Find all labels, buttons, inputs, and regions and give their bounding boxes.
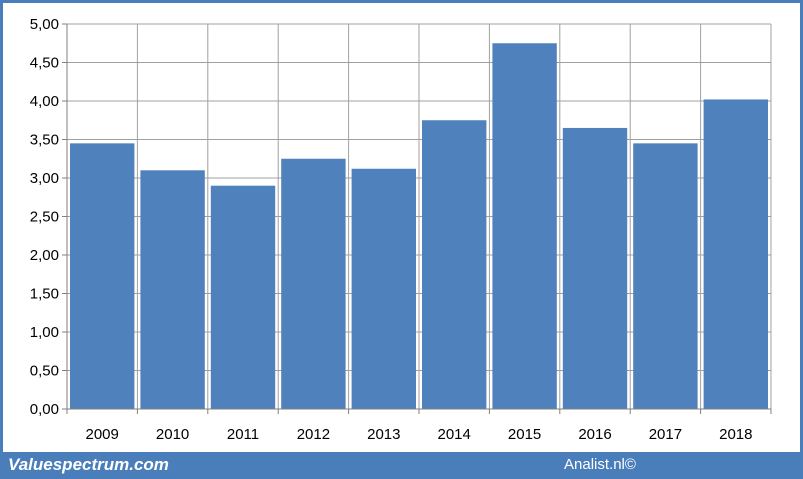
bar-2016 xyxy=(562,127,628,409)
y-tick-label: 5,00 xyxy=(30,16,59,33)
bar-2015 xyxy=(492,43,557,409)
x-tick-label: 2017 xyxy=(649,426,682,443)
y-tick-label: 4,00 xyxy=(30,93,59,110)
x-tick-label: 2016 xyxy=(578,426,611,443)
y-tick-label: 2,00 xyxy=(30,247,59,264)
x-tick-labels: 2009 2010 2011 2012 2013 2014 2015 2016 2017 2018 xyxy=(86,426,753,443)
x-tick-label: 2015 xyxy=(508,426,541,443)
site-label: Valuespectrum.com xyxy=(8,455,169,474)
y-tick-label: 3,50 xyxy=(30,132,59,149)
x-tick-label: 2010 xyxy=(156,426,189,443)
y-tick-labels: 0,00 0,50 1,00 1,50 2,00 2,50 3,00 3,50 4,00 4,50… xyxy=(30,16,59,418)
bar-2010 xyxy=(140,170,205,409)
x-tick-label: 2012 xyxy=(297,426,330,443)
bar-2012 xyxy=(281,158,346,409)
x-tick-label: 2011 xyxy=(227,426,259,443)
bar-2017 xyxy=(633,143,698,409)
y-tick-label: 0,50 xyxy=(30,363,59,380)
x-tick-label: 2014 xyxy=(438,426,471,443)
bars xyxy=(70,43,768,410)
y-tick-label: 1,50 xyxy=(30,286,59,303)
bar-2009 xyxy=(70,143,135,409)
bar-2013 xyxy=(351,168,416,409)
x-tick-label: 2013 xyxy=(367,426,400,443)
bar-chart: 0,00 0,50 1,00 1,50 2,00 2,50 3,00 3,50 4,00 4,50… xyxy=(30,16,772,443)
y-tick-label: 1,00 xyxy=(30,324,59,341)
bar-2018 xyxy=(703,99,768,410)
y-tick-label: 0,00 xyxy=(30,401,59,418)
bar-2014 xyxy=(422,120,487,409)
y-tick-label: 2,50 xyxy=(30,209,59,226)
x-tick-label: 2018 xyxy=(719,426,752,443)
bar-2011 xyxy=(210,185,276,409)
y-tick-label: 4,50 xyxy=(30,55,59,72)
x-tick-label: 2009 xyxy=(86,426,119,443)
copyright-label: Analist.nl© xyxy=(564,456,636,473)
footer-bar: Valuespectrum.com Analist.nl© xyxy=(0,452,803,479)
axes xyxy=(62,23,772,414)
y-tick-label: 3,00 xyxy=(30,170,59,187)
